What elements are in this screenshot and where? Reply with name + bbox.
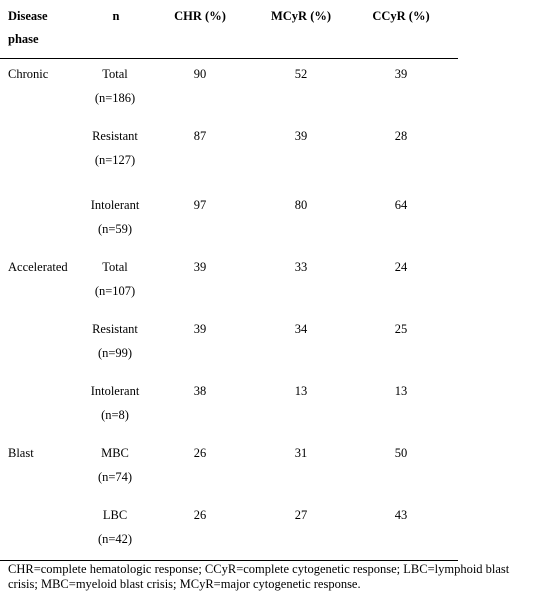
header-n: n — [112, 9, 120, 23]
row-group-label: Intolerant — [90, 198, 140, 212]
row-chr: 39 — [193, 260, 207, 274]
row-ccyr: 25 — [394, 322, 408, 336]
header-chr: CHR (%) — [174, 9, 226, 23]
row-mcyr: 13 — [294, 384, 308, 398]
row-ccyr: 39 — [394, 67, 408, 81]
table-row: Resistant (n=99) 39 34 25 — [0, 317, 540, 379]
row-mcyr: 33 — [294, 260, 308, 274]
row-n: (n=42) — [97, 532, 133, 546]
row-n: (n=127) — [94, 153, 136, 167]
row-ccyr: 24 — [394, 260, 408, 274]
row-n: (n=74) — [97, 470, 133, 484]
row-ccyr: 13 — [394, 384, 408, 398]
table-row: LBC (n=42) 26 27 43 — [0, 503, 540, 565]
row-group: LBC (n=42) — [72, 503, 158, 551]
table-row: Resistant (n=127) 87 39 28 — [0, 124, 540, 186]
row-ccyr: 50 — [394, 446, 408, 460]
row-group-label: Intolerant — [90, 384, 140, 398]
row-mcyr: 80 — [294, 198, 308, 212]
row-group: Intolerant (n=8) — [72, 379, 158, 427]
row-group: Total (n=186) — [72, 62, 158, 110]
header-rule — [0, 58, 458, 59]
table-row: Blast MBC (n=74) 26 31 50 — [0, 441, 540, 503]
row-ccyr: 28 — [394, 129, 408, 143]
row-group: Intolerant (n=59) — [72, 193, 158, 241]
row-group-label: Total — [102, 260, 128, 274]
row-ccyr: 43 — [394, 508, 408, 522]
row-mcyr: 31 — [294, 446, 308, 460]
row-n: (n=59) — [97, 222, 133, 236]
row-group: Resistant (n=99) — [72, 317, 158, 365]
row-mcyr: 27 — [294, 508, 308, 522]
row-mcyr: 39 — [294, 129, 308, 143]
row-group-label: Resistant — [92, 322, 138, 336]
row-group: Total (n=107) — [72, 255, 158, 303]
row-n: (n=99) — [97, 346, 133, 360]
row-chr: 26 — [193, 446, 207, 460]
row-mcyr: 52 — [294, 67, 308, 81]
header-disease-phase-line2: phase — [8, 32, 39, 46]
table-row: Accelerated Total (n=107) 39 33 24 — [0, 255, 540, 317]
row-phase: Chronic — [8, 67, 49, 81]
table-row: Chronic Total (n=186) 90 52 39 — [0, 62, 540, 124]
row-group: Resistant (n=127) — [72, 124, 158, 172]
row-group-label: LBC — [102, 508, 128, 522]
table-footnote: CHR=complete hematologic response; CCyR=… — [8, 562, 510, 591]
footnote-rule — [0, 560, 458, 561]
row-n: (n=8) — [101, 408, 129, 422]
row-chr: 97 — [193, 198, 207, 212]
row-ccyr: 64 — [394, 198, 408, 212]
row-chr: 39 — [193, 322, 207, 336]
table-row: Intolerant (n=8) 38 13 13 — [0, 379, 540, 441]
row-chr: 38 — [193, 384, 207, 398]
row-group-label: MBC — [101, 446, 129, 460]
row-phase: Blast — [8, 446, 34, 460]
row-n: (n=186) — [94, 91, 136, 105]
row-chr: 26 — [193, 508, 207, 522]
row-chr: 87 — [193, 129, 207, 143]
table-row: Intolerant (n=59) 97 80 64 — [0, 193, 540, 255]
row-chr: 90 — [193, 67, 207, 81]
row-group: MBC (n=74) — [72, 441, 158, 489]
row-group-label: Resistant — [92, 129, 138, 143]
row-mcyr: 34 — [294, 322, 308, 336]
row-phase: Accelerated — [8, 260, 68, 274]
header-ccyr: CCyR (%) — [372, 9, 430, 23]
header-disease-phase-line1: Disease — [8, 9, 48, 23]
row-n: (n=107) — [94, 284, 136, 298]
header-disease-phase: Disease phase — [8, 5, 48, 51]
header-mcyr: MCyR (%) — [270, 9, 332, 23]
row-group-label: Total — [102, 67, 128, 81]
